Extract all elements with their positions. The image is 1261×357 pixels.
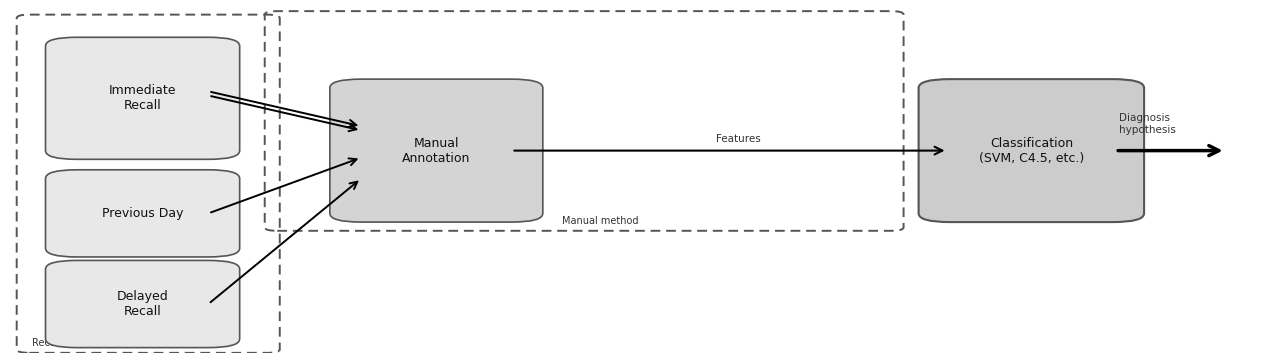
Text: Immediate
Recall: Immediate Recall [108,84,177,112]
Text: Manual method: Manual method [561,216,638,226]
FancyBboxPatch shape [918,79,1144,222]
FancyBboxPatch shape [45,261,240,348]
Text: Recordings from the patient,: Recordings from the patient, [32,338,171,348]
Text: Previous Day: Previous Day [102,207,183,220]
FancyBboxPatch shape [45,37,240,159]
Text: Features: Features [716,134,760,144]
Text: Manual
Annotation: Manual Annotation [402,137,470,165]
Text: Delayed
Recall: Delayed Recall [117,290,169,318]
FancyBboxPatch shape [45,170,240,257]
Text: Classification
(SVM, C4.5, etc.): Classification (SVM, C4.5, etc.) [979,137,1084,165]
FancyBboxPatch shape [330,79,542,222]
Text: Diagnosis
hypothesis: Diagnosis hypothesis [1119,113,1177,135]
